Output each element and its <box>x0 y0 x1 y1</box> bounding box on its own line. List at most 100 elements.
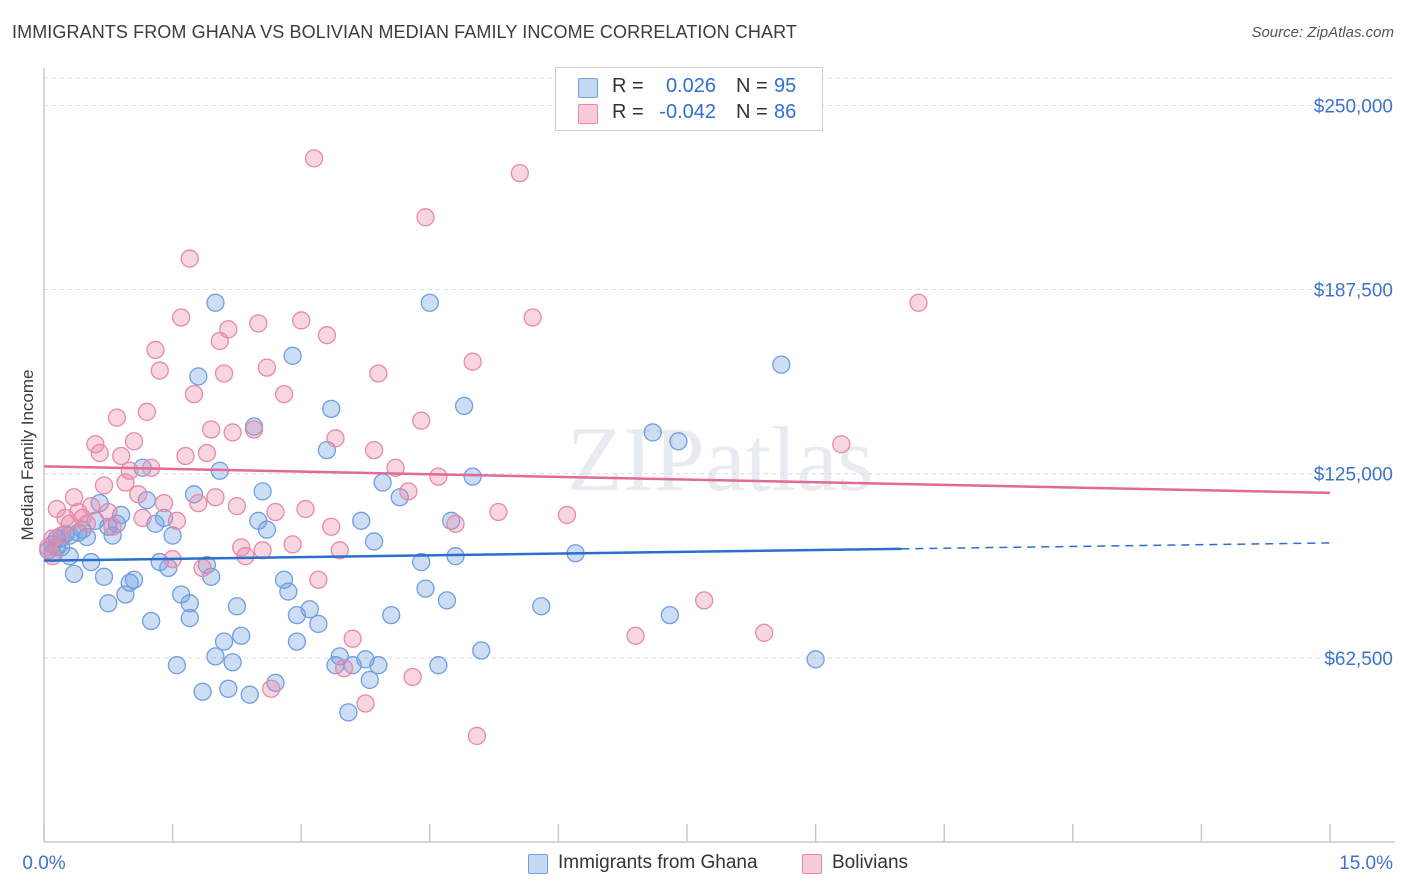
point-ghana <box>660 605 680 625</box>
point-bolivia <box>343 629 362 648</box>
point-bolivia <box>189 493 208 513</box>
point-bolivia <box>176 446 195 466</box>
legend-n-label: N = <box>736 101 768 123</box>
legend-r-label: R = <box>612 75 644 97</box>
point-ghana <box>772 355 791 374</box>
x-tick-label-max: 15.0% <box>1339 853 1393 874</box>
point-bolivia <box>172 308 191 327</box>
point-ghana <box>116 585 135 604</box>
point-bolivia <box>103 517 122 536</box>
point-bolivia <box>446 514 465 533</box>
y-tick-label: $125,000 <box>1314 465 1393 486</box>
point-bolivia <box>86 435 105 454</box>
legend-swatch-bolivia <box>578 104 598 124</box>
point-bolivia <box>364 440 384 460</box>
point-bolivia <box>356 694 375 713</box>
series-bolivia <box>39 149 928 746</box>
point-ghana <box>99 594 118 613</box>
point-bolivia <box>262 679 281 698</box>
point-bolivia <box>94 476 114 495</box>
trend-ghana-solid <box>43 547 902 562</box>
point-ghana <box>532 597 551 616</box>
point-ghana <box>227 597 247 616</box>
legend: R = 0.026 N = 95 R = -0.042 N = 86 <box>555 67 823 131</box>
point-ghana <box>163 526 182 545</box>
bottom-legend-swatch-bolivia <box>802 854 822 874</box>
point-ghana <box>206 293 225 312</box>
point-ghana <box>669 432 688 451</box>
point-bolivia <box>510 163 529 183</box>
point-ghana <box>416 579 435 598</box>
legend-r-value: -0.042 <box>659 101 716 123</box>
point-bolivia <box>167 511 187 530</box>
point-bolivia <box>322 517 341 536</box>
point-bolivia <box>266 502 285 522</box>
axes <box>43 68 1395 843</box>
x-tick-label-min: 0.0% <box>22 853 65 874</box>
point-bolivia <box>309 570 328 589</box>
point-ghana <box>373 473 392 492</box>
point-bolivia <box>64 488 84 507</box>
point-bolivia <box>489 502 508 522</box>
point-bolivia <box>334 659 354 678</box>
point-ghana <box>420 293 439 312</box>
point-bolivia <box>292 311 311 330</box>
point-ghana <box>279 582 298 601</box>
point-ghana <box>180 608 199 628</box>
y-tick-label: $250,000 <box>1314 96 1393 117</box>
y-tick-label: $62,500 <box>1324 649 1393 670</box>
point-bolivia <box>197 443 217 463</box>
point-bolivia <box>232 538 251 557</box>
point-bolivia <box>403 667 422 687</box>
point-bolivia <box>214 364 234 383</box>
point-ghana <box>339 703 358 722</box>
point-ghana <box>472 641 491 660</box>
point-bolivia <box>99 502 118 522</box>
point-ghana <box>240 685 259 704</box>
point-bolivia <box>43 547 62 566</box>
point-bolivia <box>129 485 148 504</box>
point-ghana <box>232 626 251 645</box>
point-ghana <box>463 467 482 486</box>
point-bolivia <box>77 514 97 533</box>
chart-title: IMMIGRANTS FROM GHANA VS BOLIVIAN MEDIAN… <box>12 22 797 42</box>
point-ghana <box>806 650 825 669</box>
point-bolivia <box>120 461 139 480</box>
gridlines <box>44 77 1395 659</box>
point-bolivia <box>257 358 277 377</box>
point-bolivia <box>832 435 851 454</box>
point-ghana <box>257 520 277 539</box>
point-bolivia <box>399 482 418 501</box>
point-bolivia <box>330 541 349 560</box>
point-bolivia <box>219 320 238 339</box>
point-ghana <box>189 367 208 386</box>
point-ghana <box>352 511 371 530</box>
point-bolivia <box>317 326 337 345</box>
point-bolivia <box>694 591 714 610</box>
point-ghana <box>94 567 114 586</box>
legend-swatch-ghana <box>578 78 598 98</box>
point-ghana <box>330 647 349 666</box>
point-bolivia <box>150 361 169 380</box>
trend-bolivia <box>43 465 1331 495</box>
legend-r-value: 0.026 <box>665 75 716 97</box>
point-ghana <box>124 570 144 589</box>
bottom-legend-label-ghana: Immigrants from Ghana <box>558 852 758 873</box>
point-bolivia <box>626 626 645 645</box>
point-ghana <box>142 611 161 631</box>
point-ghana <box>364 532 384 551</box>
legend-n-label: N = <box>736 75 768 97</box>
trend-ghana-dashed <box>901 542 1331 550</box>
point-ghana <box>283 346 302 365</box>
point-ghana <box>77 527 97 547</box>
point-bolivia <box>249 314 268 333</box>
point-ghana <box>253 482 272 501</box>
point-bolivia <box>39 538 58 557</box>
point-ghana <box>167 656 187 675</box>
tick-labels: $62,500 $125,000 $187,500 $250,000 0.0% 15.0% <box>22 96 1393 874</box>
legend-n-value: 95 <box>774 75 797 97</box>
point-ghana <box>60 547 79 566</box>
point-bolivia <box>227 496 247 516</box>
point-bolivia <box>184 384 204 404</box>
